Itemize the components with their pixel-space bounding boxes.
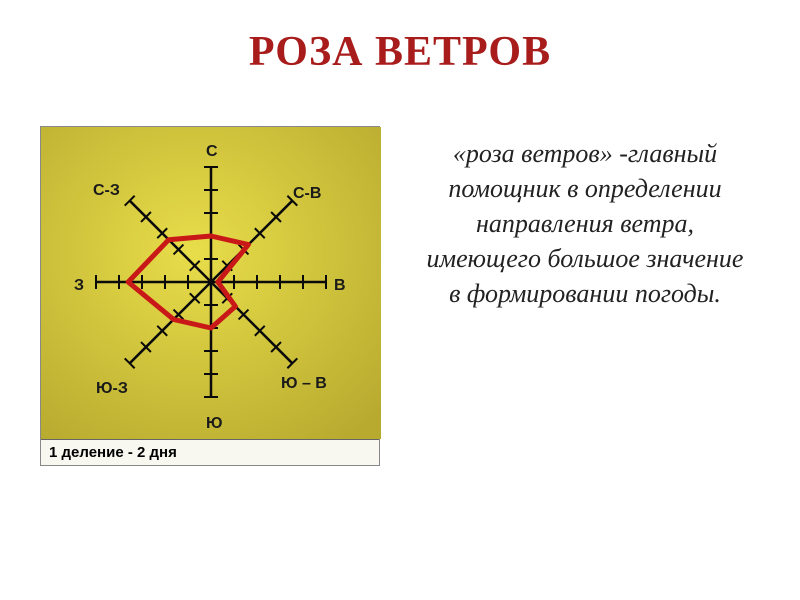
diagram-caption: 1 деление - 2 дня	[41, 439, 379, 465]
content-row: С С-В В Ю – В Ю Ю-З З С-З 1 деление - 2 дня «ро…	[0, 126, 800, 466]
wind-rose-svg	[41, 127, 381, 439]
description-text: «роза ветров» -главный помощник в опреде…	[380, 126, 780, 466]
axis-label: В	[334, 277, 346, 295]
axis-label: З	[74, 277, 84, 295]
wind-rose-diagram: С С-В В Ю – В Ю Ю-З З С-З 1 деление - 2 дня	[40, 126, 380, 466]
axis-label: Ю	[206, 415, 223, 433]
page-title: РОЗА ВЕТРОВ	[0, 0, 800, 76]
axis-label: С-З	[93, 182, 120, 200]
axis-label: Ю-З	[96, 380, 128, 398]
axis-label: С-В	[293, 185, 321, 203]
axis-label: С	[206, 143, 218, 161]
axis-label: Ю – В	[281, 375, 327, 393]
chart-area: С С-В В Ю – В Ю Ю-З З С-З	[41, 127, 379, 439]
